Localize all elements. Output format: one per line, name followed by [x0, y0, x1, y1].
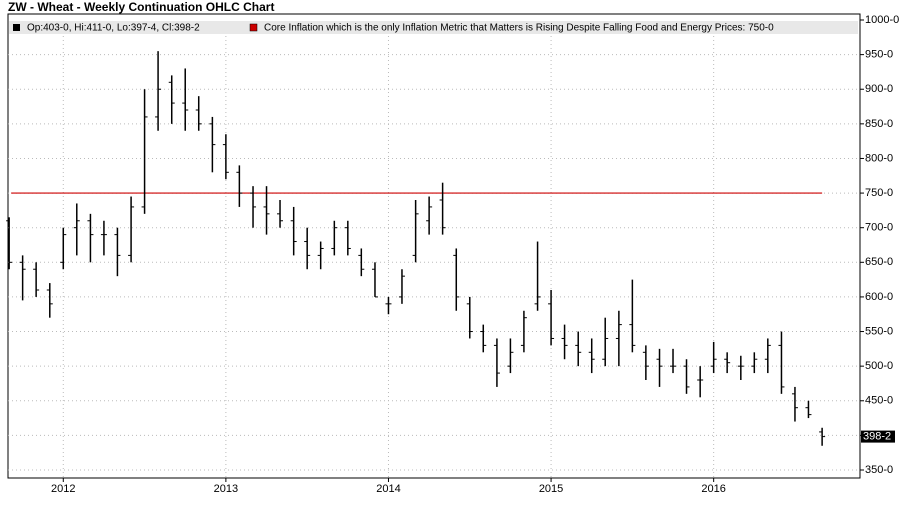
- y-tick-label: 600-0: [865, 291, 893, 303]
- chart-title: ZW - Wheat - Weekly Continuation OHLC Ch…: [8, 0, 274, 14]
- plot-frame: [7, 13, 861, 479]
- y-tick-label: 550-0: [865, 325, 893, 337]
- y-tick-label: 700-0: [865, 222, 893, 234]
- legend-bar: [9, 21, 858, 34]
- y-tick-label: 900-0: [865, 83, 893, 95]
- legend-line: Core Inflation which is the only Inflati…: [264, 23, 774, 34]
- y-tick-label: 450-0: [865, 395, 893, 407]
- x-tick-label: 2014: [376, 483, 400, 495]
- legend-ohlc: Op:403-0, Hi:411-0, Lo:397-4, Cl:398-2: [27, 23, 200, 34]
- x-tick-label: 2016: [701, 483, 725, 495]
- last-value-label: 398-2: [863, 431, 891, 443]
- y-tick-label: 950-0: [865, 49, 893, 61]
- y-tick-label: 650-0: [865, 256, 893, 268]
- last-value-box: [861, 430, 895, 443]
- y-tick-label: 350-0: [865, 464, 893, 476]
- x-tick-label: 2013: [214, 483, 238, 495]
- y-tick-label: 750-0: [865, 187, 893, 199]
- y-tick-label: 850-0: [865, 118, 893, 130]
- legend-swatch: [13, 24, 20, 31]
- y-tick-label: 500-0: [865, 360, 893, 372]
- y-tick-label: 1000-0: [865, 14, 899, 26]
- x-tick-label: 2012: [51, 483, 75, 495]
- y-tick-label: 800-0: [865, 152, 893, 164]
- x-tick-label: 2015: [539, 483, 563, 495]
- legend-swatch: [249, 23, 258, 32]
